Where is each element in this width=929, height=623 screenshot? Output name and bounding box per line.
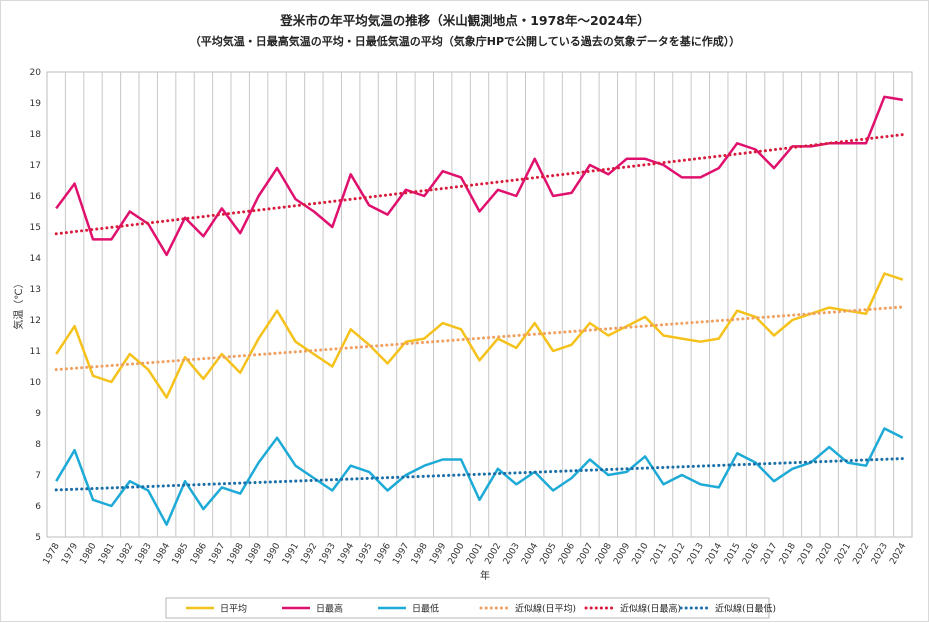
y-tick-label: 9: [35, 409, 41, 419]
series-lines: [54, 95, 905, 526]
y-tick-label: 13: [30, 285, 41, 295]
y-tick-label: 11: [30, 347, 41, 357]
x-tick-label: 2008: [594, 541, 614, 566]
series-line: [55, 95, 904, 257]
x-tick-label: 2014: [704, 541, 724, 566]
series-line: [55, 272, 904, 399]
grid-lines: [46, 71, 913, 538]
x-tick-label: 1993: [318, 542, 338, 567]
legend-label: 日最低: [412, 603, 439, 615]
x-tick-label: 2010: [631, 541, 651, 566]
y-tick-label: 5: [35, 533, 41, 543]
x-tick-label: 2017: [759, 542, 779, 567]
series-line: [54, 457, 905, 492]
legend-label: 日最高: [316, 603, 343, 615]
x-tick-label: 1999: [428, 541, 448, 566]
x-tick-label: 2000: [447, 541, 467, 566]
legend-label: 日平均: [220, 603, 247, 615]
y-tick-label: 18: [30, 130, 42, 140]
y-tick-label: 12: [30, 316, 41, 326]
x-tick-labels: 1978197919801981198219831984198519861987…: [42, 541, 909, 566]
y-tick-label: 7: [35, 471, 41, 481]
x-tick-label: 1988: [226, 541, 246, 566]
y-tick-label: 6: [35, 502, 41, 512]
x-tick-label: 2022: [851, 542, 871, 567]
x-tick-label: 1996: [373, 541, 393, 566]
y-tick-label: 20: [30, 68, 42, 78]
x-tick-label: 2007: [575, 542, 595, 567]
y-tick-label: 8: [35, 440, 41, 450]
legend-label: 近似線(日最高): [620, 603, 681, 615]
x-tick-label: 2002: [483, 542, 503, 567]
legend: 日平均 日最高 日最低 近似線(日平均) 近似線(日最高) 近似線(日最低): [165, 597, 776, 619]
chart-subtitle: （平均気温・日最高気温の平均・日最低気温の平均（気象庁HPで公開している過去の気…: [190, 34, 740, 48]
legend-box: [165, 597, 770, 619]
series-line: [54, 305, 905, 372]
x-tick-label: 2018: [778, 541, 798, 566]
y-tick-labels: 5 6 7 8 9 10 11 12 13 14 15 16 17 18 19 20: [30, 68, 42, 543]
x-tick-label: 2004: [520, 541, 540, 566]
x-tick-label: 2001: [465, 542, 485, 567]
x-tick-label: 1989: [244, 541, 264, 566]
x-tick-label: 2003: [502, 542, 522, 567]
series-line: [54, 133, 905, 236]
x-tick-label: 2006: [557, 541, 577, 566]
legend-label: 近似線(日平均): [515, 603, 576, 615]
x-tick-label: 2009: [612, 541, 632, 566]
x-tick-label: 1979: [60, 541, 80, 566]
x-tick-label: 1997: [391, 542, 411, 567]
x-tick-label: 2015: [723, 542, 743, 567]
x-tick-label: 2012: [667, 542, 687, 567]
x-tick-label: 2013: [686, 542, 706, 567]
y-tick-label: 15: [30, 223, 41, 233]
x-tick-label: 2020: [815, 541, 835, 566]
series-line: [55, 427, 904, 526]
x-tick-label: 2011: [649, 542, 669, 567]
x-tick-label: 2019: [796, 541, 816, 566]
plot-area: [46, 71, 913, 538]
x-tick-label: 1983: [134, 542, 154, 567]
y-tick-label: 16: [30, 192, 42, 202]
x-tick-label: 1984: [152, 541, 172, 566]
x-tick-label: 1981: [97, 542, 117, 567]
x-tick-label: 1986: [189, 541, 209, 566]
x-tick-label: 1995: [355, 542, 375, 567]
x-tick-label: 1980: [78, 541, 98, 566]
x-tick-label: 2023: [870, 542, 890, 567]
x-axis-label: 年: [480, 569, 490, 582]
x-tick-label: 1978: [42, 541, 62, 566]
y-axis-label: 気温（℃）: [12, 278, 25, 329]
x-tick-label: 2005: [539, 542, 559, 567]
x-tick-label: 1990: [263, 541, 283, 566]
legend-label: 近似線(日最低): [715, 603, 776, 615]
x-tick-label: 2024: [888, 541, 908, 566]
y-tick-label: 19: [30, 99, 42, 109]
y-tick-label: 10: [30, 378, 42, 388]
x-tick-label: 2021: [833, 542, 853, 567]
y-tick-label: 14: [30, 254, 42, 264]
y-tick-label: 17: [30, 161, 41, 171]
x-tick-label: 1987: [207, 542, 227, 567]
x-tick-label: 1992: [299, 542, 319, 567]
x-tick-label: 1982: [115, 542, 135, 567]
x-tick-label: 1991: [281, 542, 301, 567]
x-tick-label: 1998: [410, 541, 430, 566]
x-tick-label: 1994: [336, 541, 356, 566]
chart-title: 登米市の年平均気温の推移（米山観測地点・1978年～2024年）: [279, 13, 650, 28]
x-tick-label: 1985: [171, 542, 191, 567]
x-tick-label: 2016: [741, 541, 761, 566]
